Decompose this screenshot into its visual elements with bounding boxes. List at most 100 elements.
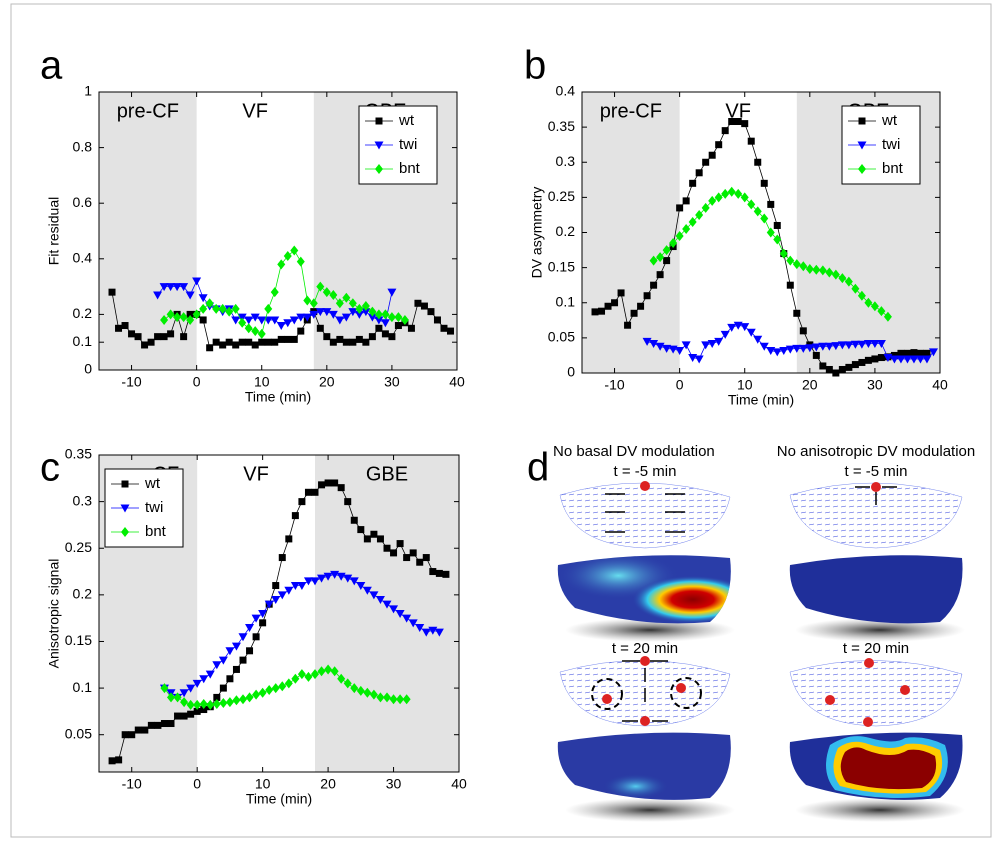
marker [239,694,247,705]
marker [225,306,234,317]
marker [708,151,716,159]
marker [786,255,795,266]
marker [727,323,737,332]
marker [675,347,685,356]
marker [160,333,168,341]
x-tick-label: 10 [737,377,753,393]
y-tick-label: 0.25 [65,539,92,555]
marker [656,252,665,263]
marker [277,335,285,343]
y-tick-label: 0.05 [65,725,92,741]
legend-marker [858,117,866,125]
marker [335,316,345,325]
x-tick-label: 10 [254,374,270,390]
marker [283,319,293,328]
x-tick-label: -10 [122,776,142,792]
marker [370,530,378,538]
marker [688,216,697,227]
marker [166,309,175,320]
marker [318,481,326,489]
marker [291,512,299,520]
marker [323,572,333,581]
marker [348,308,358,317]
marker [349,338,357,346]
marker [212,303,221,314]
marker [414,299,422,307]
marker [851,283,860,294]
marker [669,238,678,249]
marker [350,516,358,524]
marker [180,333,188,341]
marker [186,699,195,710]
marker [166,283,176,292]
marker [896,355,906,364]
marker [231,303,240,314]
marker [429,568,437,576]
marker [311,488,319,496]
marker [337,484,345,492]
frame [10,3,992,838]
marker [825,267,834,278]
marker [928,348,938,357]
axes-box [98,454,460,773]
marker [277,259,286,270]
marker [421,628,431,637]
marker [637,302,645,310]
marker [270,287,279,298]
marker [258,610,268,618]
marker [304,488,312,496]
marker [147,338,155,346]
marker [245,338,253,346]
marker [316,324,324,332]
marker [890,351,898,359]
marker [624,321,632,329]
marker [650,281,658,289]
marker [367,313,377,322]
x-axis-label: Time (min) [246,791,312,807]
marker [337,673,346,684]
marker [656,271,664,279]
marker [772,348,782,357]
marker [271,338,279,346]
marker [766,347,776,356]
vector-field [559,481,963,727]
marker [246,647,254,655]
x-tick-label: 20 [319,374,335,390]
x-tick-label: 40 [451,776,467,792]
legend-label: bnt [399,160,421,177]
marker [311,669,319,680]
marker [232,695,241,706]
marker [251,326,260,337]
marker [779,248,788,259]
marker [128,330,136,338]
marker [309,298,318,309]
time-label: t = -5 min [614,463,677,480]
y-axis-label: Fit residual [46,197,62,265]
marker [258,687,267,698]
marker [252,689,261,700]
time-label: t = 20 min [843,640,909,657]
marker [734,188,743,199]
marker [714,337,724,346]
marker [707,339,717,348]
y-tick-label: 0.3 [73,492,93,508]
marker [375,596,385,605]
marker [381,309,390,320]
column-title: No anisotropic DV modulation [777,443,975,460]
y-tick-label: 0.15 [548,258,575,274]
marker [819,362,827,370]
marker [219,698,228,709]
marker [655,342,665,351]
marker [324,664,333,675]
marker [630,309,638,317]
marker [354,310,364,319]
phase-label: GBE [366,463,408,485]
marker [141,341,149,349]
marker [402,614,412,623]
y-tick-label: 0.35 [548,118,575,134]
y-tick-label: 0.3 [556,153,576,169]
legend-label: bnt [145,523,167,540]
marker [915,355,925,364]
legend-label: wt [144,475,161,492]
marker [701,202,710,213]
